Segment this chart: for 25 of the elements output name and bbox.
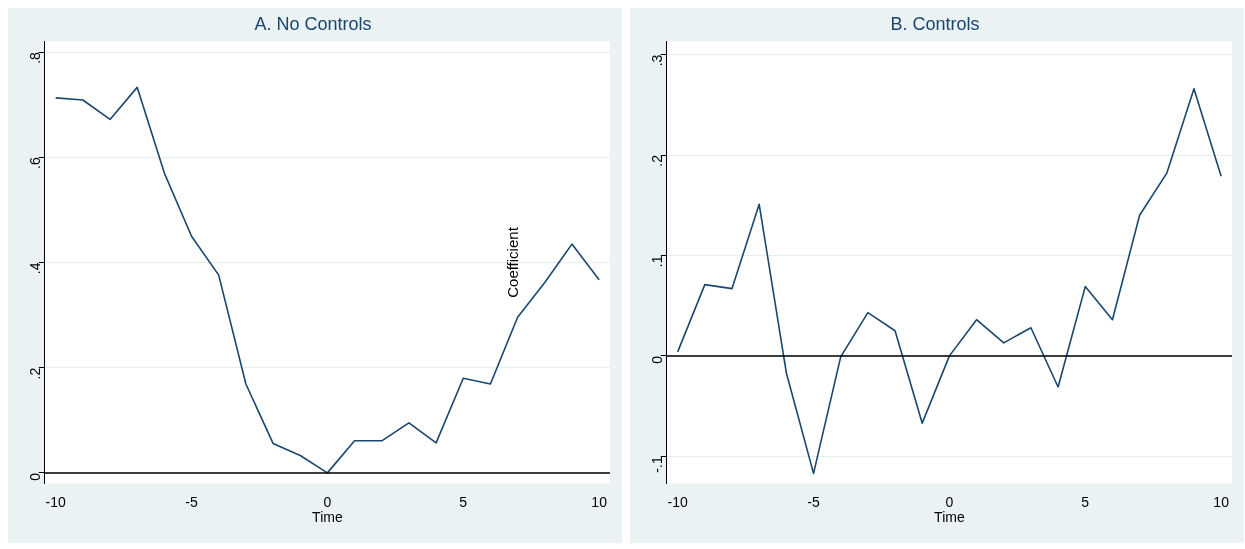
x-tick-label: 5 — [459, 493, 468, 510]
x-axis-title: Time — [934, 509, 965, 526]
x-tick-label: -10 — [45, 493, 66, 510]
x-axis-title: Time — [312, 509, 343, 526]
x-tick-label: 5 — [1081, 493, 1090, 510]
y-tick-label: .4 — [26, 262, 43, 275]
y-tick-label: 0 — [26, 472, 43, 481]
x-tick-label: -5 — [185, 493, 198, 510]
x-tick-label: -10 — [667, 493, 688, 510]
y-tick-label: .8 — [26, 51, 43, 64]
y-tick-label: .6 — [26, 157, 43, 169]
x-tick-label: -5 — [807, 493, 820, 510]
x-tick-label: 0 — [945, 493, 954, 510]
chart-title: A. No Controls — [254, 13, 372, 34]
x-tick-label: 0 — [323, 493, 332, 510]
y-tick-label: .2 — [648, 154, 665, 167]
chart-title: B. Controls — [890, 13, 980, 34]
x-tick-label: 10 — [591, 493, 608, 510]
y-tick-label: .1 — [648, 255, 665, 268]
y-tick-label: -.1 — [648, 456, 665, 473]
y-tick-label: .3 — [648, 54, 665, 67]
annotation: Coefficient — [504, 226, 522, 298]
y-tick-label: .2 — [26, 367, 43, 380]
y-tick-label: 0 — [648, 355, 665, 364]
x-tick-label: 10 — [1213, 493, 1230, 510]
